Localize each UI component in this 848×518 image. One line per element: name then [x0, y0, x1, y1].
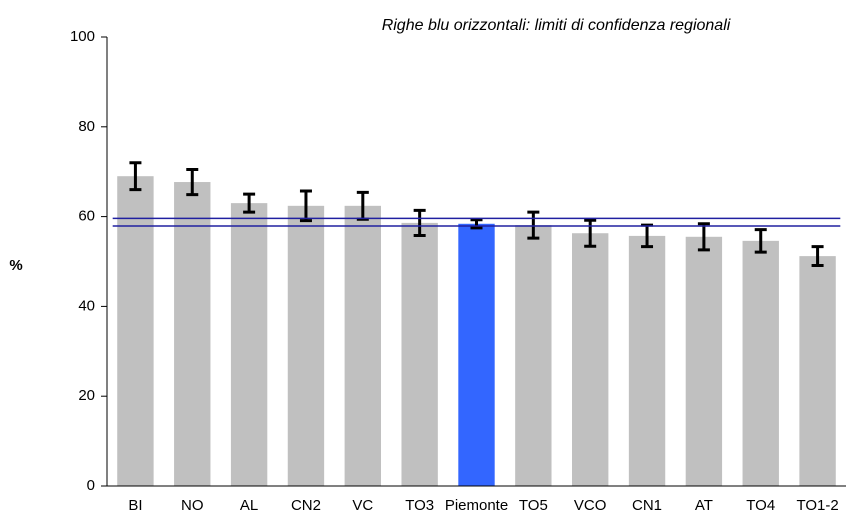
y-tick-label: 0 — [87, 477, 95, 494]
x-tick-label: CN1 — [632, 497, 662, 514]
error-bar — [584, 218, 597, 248]
bar — [287, 205, 325, 486]
error-bar — [697, 222, 710, 252]
y-tick-label: 40 — [78, 297, 95, 314]
bar — [174, 182, 211, 487]
x-tick-label: BI — [128, 497, 142, 514]
error-bar — [186, 167, 199, 197]
error-bar — [299, 189, 312, 223]
error-bar — [129, 161, 142, 192]
x-tick-label: TO1-2 — [796, 497, 838, 514]
bar — [685, 236, 723, 486]
y-tick-label: 60 — [78, 208, 95, 225]
x-tick-label: TO4 — [746, 497, 775, 514]
x-tick-label: NO — [181, 497, 204, 514]
bar — [628, 235, 666, 486]
error-bar — [243, 192, 256, 214]
bar — [799, 256, 836, 486]
bar — [344, 205, 381, 486]
annotation: Righe blu orizzontali: limiti di confide… — [382, 17, 731, 34]
y-tick-label: 100 — [70, 28, 95, 45]
bar — [117, 176, 154, 486]
error-bar — [356, 190, 369, 221]
bar — [572, 233, 609, 486]
error-bar — [413, 208, 426, 237]
error-bar — [641, 223, 654, 249]
x-tick-label: VC — [352, 497, 373, 514]
bar — [742, 240, 779, 486]
x-tick-label: AL — [240, 497, 258, 514]
x-tick-label: CN2 — [291, 497, 321, 514]
bar — [230, 203, 268, 486]
error-bar — [527, 210, 540, 240]
x-tick-label: Piemonte — [445, 497, 508, 514]
bar — [401, 222, 438, 487]
y-tick-label: 20 — [78, 387, 95, 404]
error-bar — [754, 228, 767, 254]
x-tick-label: TO5 — [519, 497, 548, 514]
y-axis-label: % — [9, 257, 22, 274]
error-bar — [811, 245, 824, 268]
y-tick-label: 80 — [78, 118, 95, 135]
bar — [458, 223, 495, 486]
x-tick-label: TO3 — [405, 497, 434, 514]
bar — [515, 225, 552, 487]
x-tick-label: VCO — [574, 497, 607, 514]
x-tick-label: AT — [695, 497, 713, 514]
